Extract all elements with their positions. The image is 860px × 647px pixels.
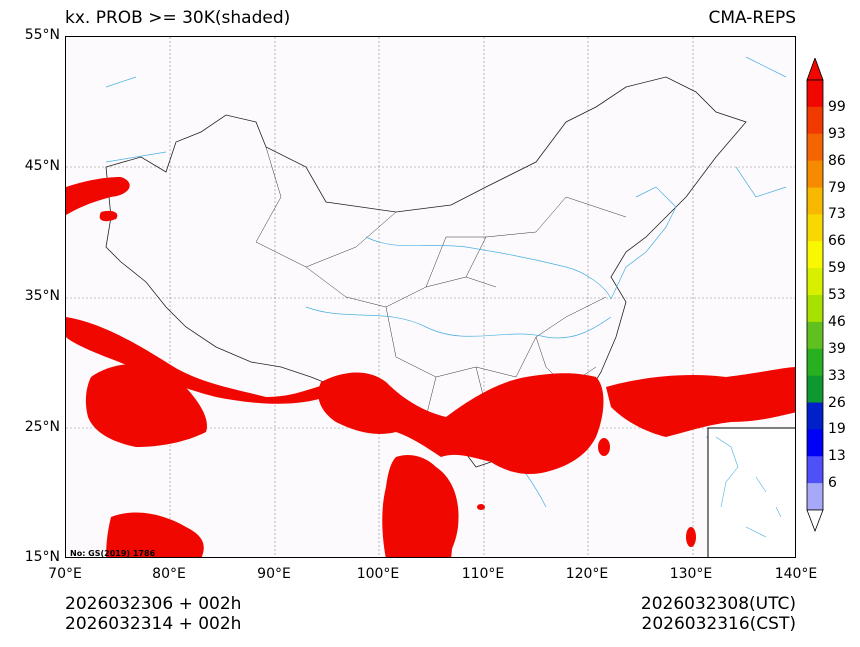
colorbar-segment xyxy=(807,429,823,457)
colorbar-segment xyxy=(807,241,823,269)
colorbar-level-label: 73 xyxy=(828,206,846,223)
shade-region-south-china xyxy=(318,372,604,474)
colorbar-max-arrow xyxy=(806,58,824,81)
colorbar-level-label: 13 xyxy=(828,448,846,465)
map-approval-stamp: No: GS(2019) 1786 xyxy=(70,549,156,558)
colorbar-level-label: 39 xyxy=(828,340,846,357)
lon-label-120: 120°E xyxy=(565,566,609,582)
valid-time-utc: 2026032308(UTC) xyxy=(640,594,796,614)
init-time-block: 2026032306 + 002h 2026032314 + 002h xyxy=(65,594,241,634)
lat-label-45: 45°N xyxy=(24,158,60,174)
map-title: kx. PROB >= 30K(shaded) xyxy=(65,8,291,28)
colorbar-level-label: 79 xyxy=(828,179,846,196)
colorbar-segment xyxy=(807,268,823,296)
shade-region-taiwan xyxy=(598,438,610,456)
lon-label-130: 130°E xyxy=(669,566,713,582)
colorbar-min-arrow xyxy=(806,509,824,532)
lat-label-55: 55°N xyxy=(24,27,60,43)
colorbar-segment xyxy=(807,295,823,323)
colorbar-level-label: 86 xyxy=(828,152,846,169)
lon-label-140: 140°E xyxy=(774,566,818,582)
south-china-sea-inset xyxy=(707,427,795,557)
valid-time-block: 2026032308(UTC) 2026032316(CST) xyxy=(641,594,796,634)
colorbar-segment xyxy=(807,483,823,511)
lon-label-80: 80°E xyxy=(152,566,186,582)
probability-shading xyxy=(66,177,795,557)
china-border xyxy=(105,76,747,468)
shade-region-northwest-2 xyxy=(99,210,118,222)
shade-region-hainan xyxy=(477,504,485,510)
shade-region-philippines xyxy=(686,527,696,547)
colorbar-segment xyxy=(807,456,823,484)
colorbar-segment xyxy=(807,402,823,430)
colorbar-segment xyxy=(807,214,823,242)
colorbar-segment xyxy=(807,321,823,350)
colorbar-segment xyxy=(807,133,823,162)
shade-region-himalaya xyxy=(66,317,336,404)
colorbar-level-label: 93 xyxy=(828,125,846,142)
lon-label-110: 110°E xyxy=(461,566,505,582)
inset-coastline xyxy=(715,436,782,538)
colorbar xyxy=(806,58,824,532)
colorbar-level-label: 46 xyxy=(828,313,846,330)
colorbar-level-label: 19 xyxy=(828,421,846,438)
lat-label-35: 35°N xyxy=(24,288,60,304)
shade-region-east-sea xyxy=(606,367,795,437)
colorbar-segment xyxy=(807,375,823,403)
valid-time-cst: 2026032316(CST) xyxy=(641,614,796,634)
colorbar-segment xyxy=(807,80,823,108)
colorbar-segment xyxy=(807,160,823,188)
lon-label-100: 100°E xyxy=(356,566,400,582)
colorbar-level-label: 66 xyxy=(828,233,846,250)
colorbar-level-label: 59 xyxy=(828,260,846,277)
colorbar-segment xyxy=(807,348,823,377)
lat-label-25: 25°N xyxy=(24,419,60,435)
colorbar-segment xyxy=(807,106,823,135)
colorbar-level-label: 53 xyxy=(828,287,846,303)
colorbar-level-label: 26 xyxy=(828,394,846,411)
colorbar-segment xyxy=(807,187,823,215)
model-name: CMA-REPS xyxy=(708,8,796,28)
shade-region-northwest xyxy=(66,177,130,215)
map-canvas[interactable]: No: GS(2019) 1786 xyxy=(65,36,796,558)
shade-region-vietnam xyxy=(435,467,459,557)
colorbar-level-label: 6 xyxy=(828,475,837,492)
lat-label-15: 15°N xyxy=(24,549,60,565)
map-svg: No: GS(2019) 1786 xyxy=(66,37,795,558)
init-time-utc: 2026032306 + 002h xyxy=(65,594,242,614)
lon-label-70: 70°E xyxy=(48,566,82,582)
shade-region-southwest xyxy=(106,512,204,557)
colorbar-level-label: 99 xyxy=(828,98,846,115)
lon-label-90: 90°E xyxy=(257,566,291,582)
init-time-cst: 2026032314 + 002h xyxy=(65,614,242,634)
colorbar-level-label: 33 xyxy=(828,367,846,384)
